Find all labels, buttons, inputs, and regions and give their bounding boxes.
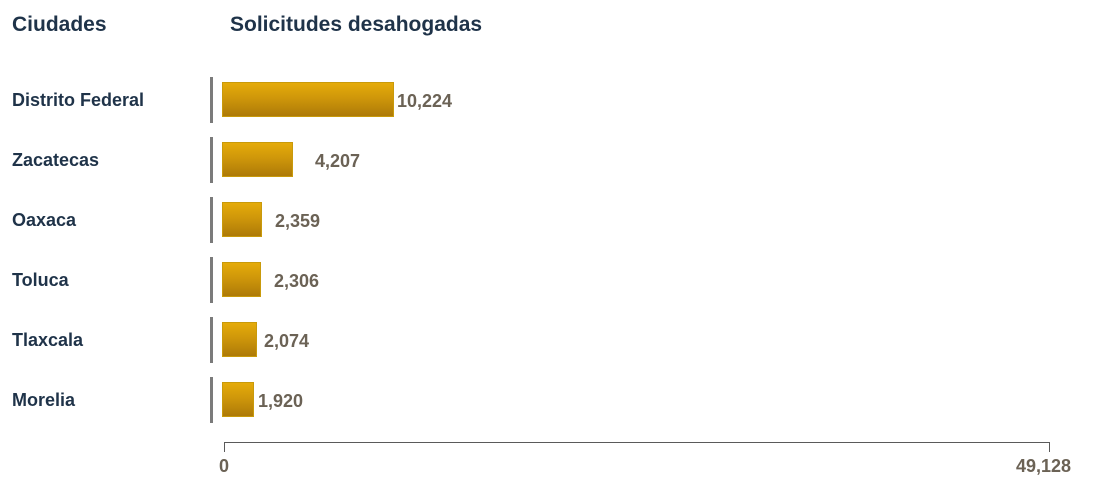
category-label: Morelia (12, 390, 76, 410)
x-axis-line (224, 442, 1050, 443)
category-label: Tlaxcala (12, 330, 84, 350)
value-label: 2,359 (275, 211, 321, 231)
category-label: Oaxaca (12, 210, 77, 230)
x-axis-tick-start (224, 442, 225, 452)
row-separator (210, 317, 213, 363)
row-separator (210, 77, 213, 123)
bar (222, 382, 254, 417)
value-label: 10,224 (397, 91, 453, 111)
category-label: Zacatecas (12, 150, 100, 170)
row-separator (210, 137, 213, 183)
x-axis-tick-end (1049, 442, 1050, 452)
category-label: Distrito Federal (12, 90, 145, 110)
value-label: 2,074 (264, 331, 310, 351)
bar (222, 262, 261, 297)
x-axis-max-label: 49,128 (1016, 456, 1072, 476)
city-column-header: Ciudades (12, 13, 107, 36)
value-label: 4,207 (315, 151, 361, 171)
value-label: 1,920 (258, 391, 304, 411)
row-separator (210, 197, 213, 243)
value-label: 2,306 (274, 271, 320, 291)
row-separator (210, 257, 213, 303)
bar (222, 202, 262, 237)
bar (222, 82, 394, 117)
row-separator (210, 377, 213, 423)
value-column-header: Solicitudes desahogadas (230, 13, 483, 36)
bar (222, 322, 257, 357)
x-axis-min-label: 0 (219, 456, 230, 476)
category-label: Toluca (12, 270, 69, 290)
bar (222, 142, 293, 177)
